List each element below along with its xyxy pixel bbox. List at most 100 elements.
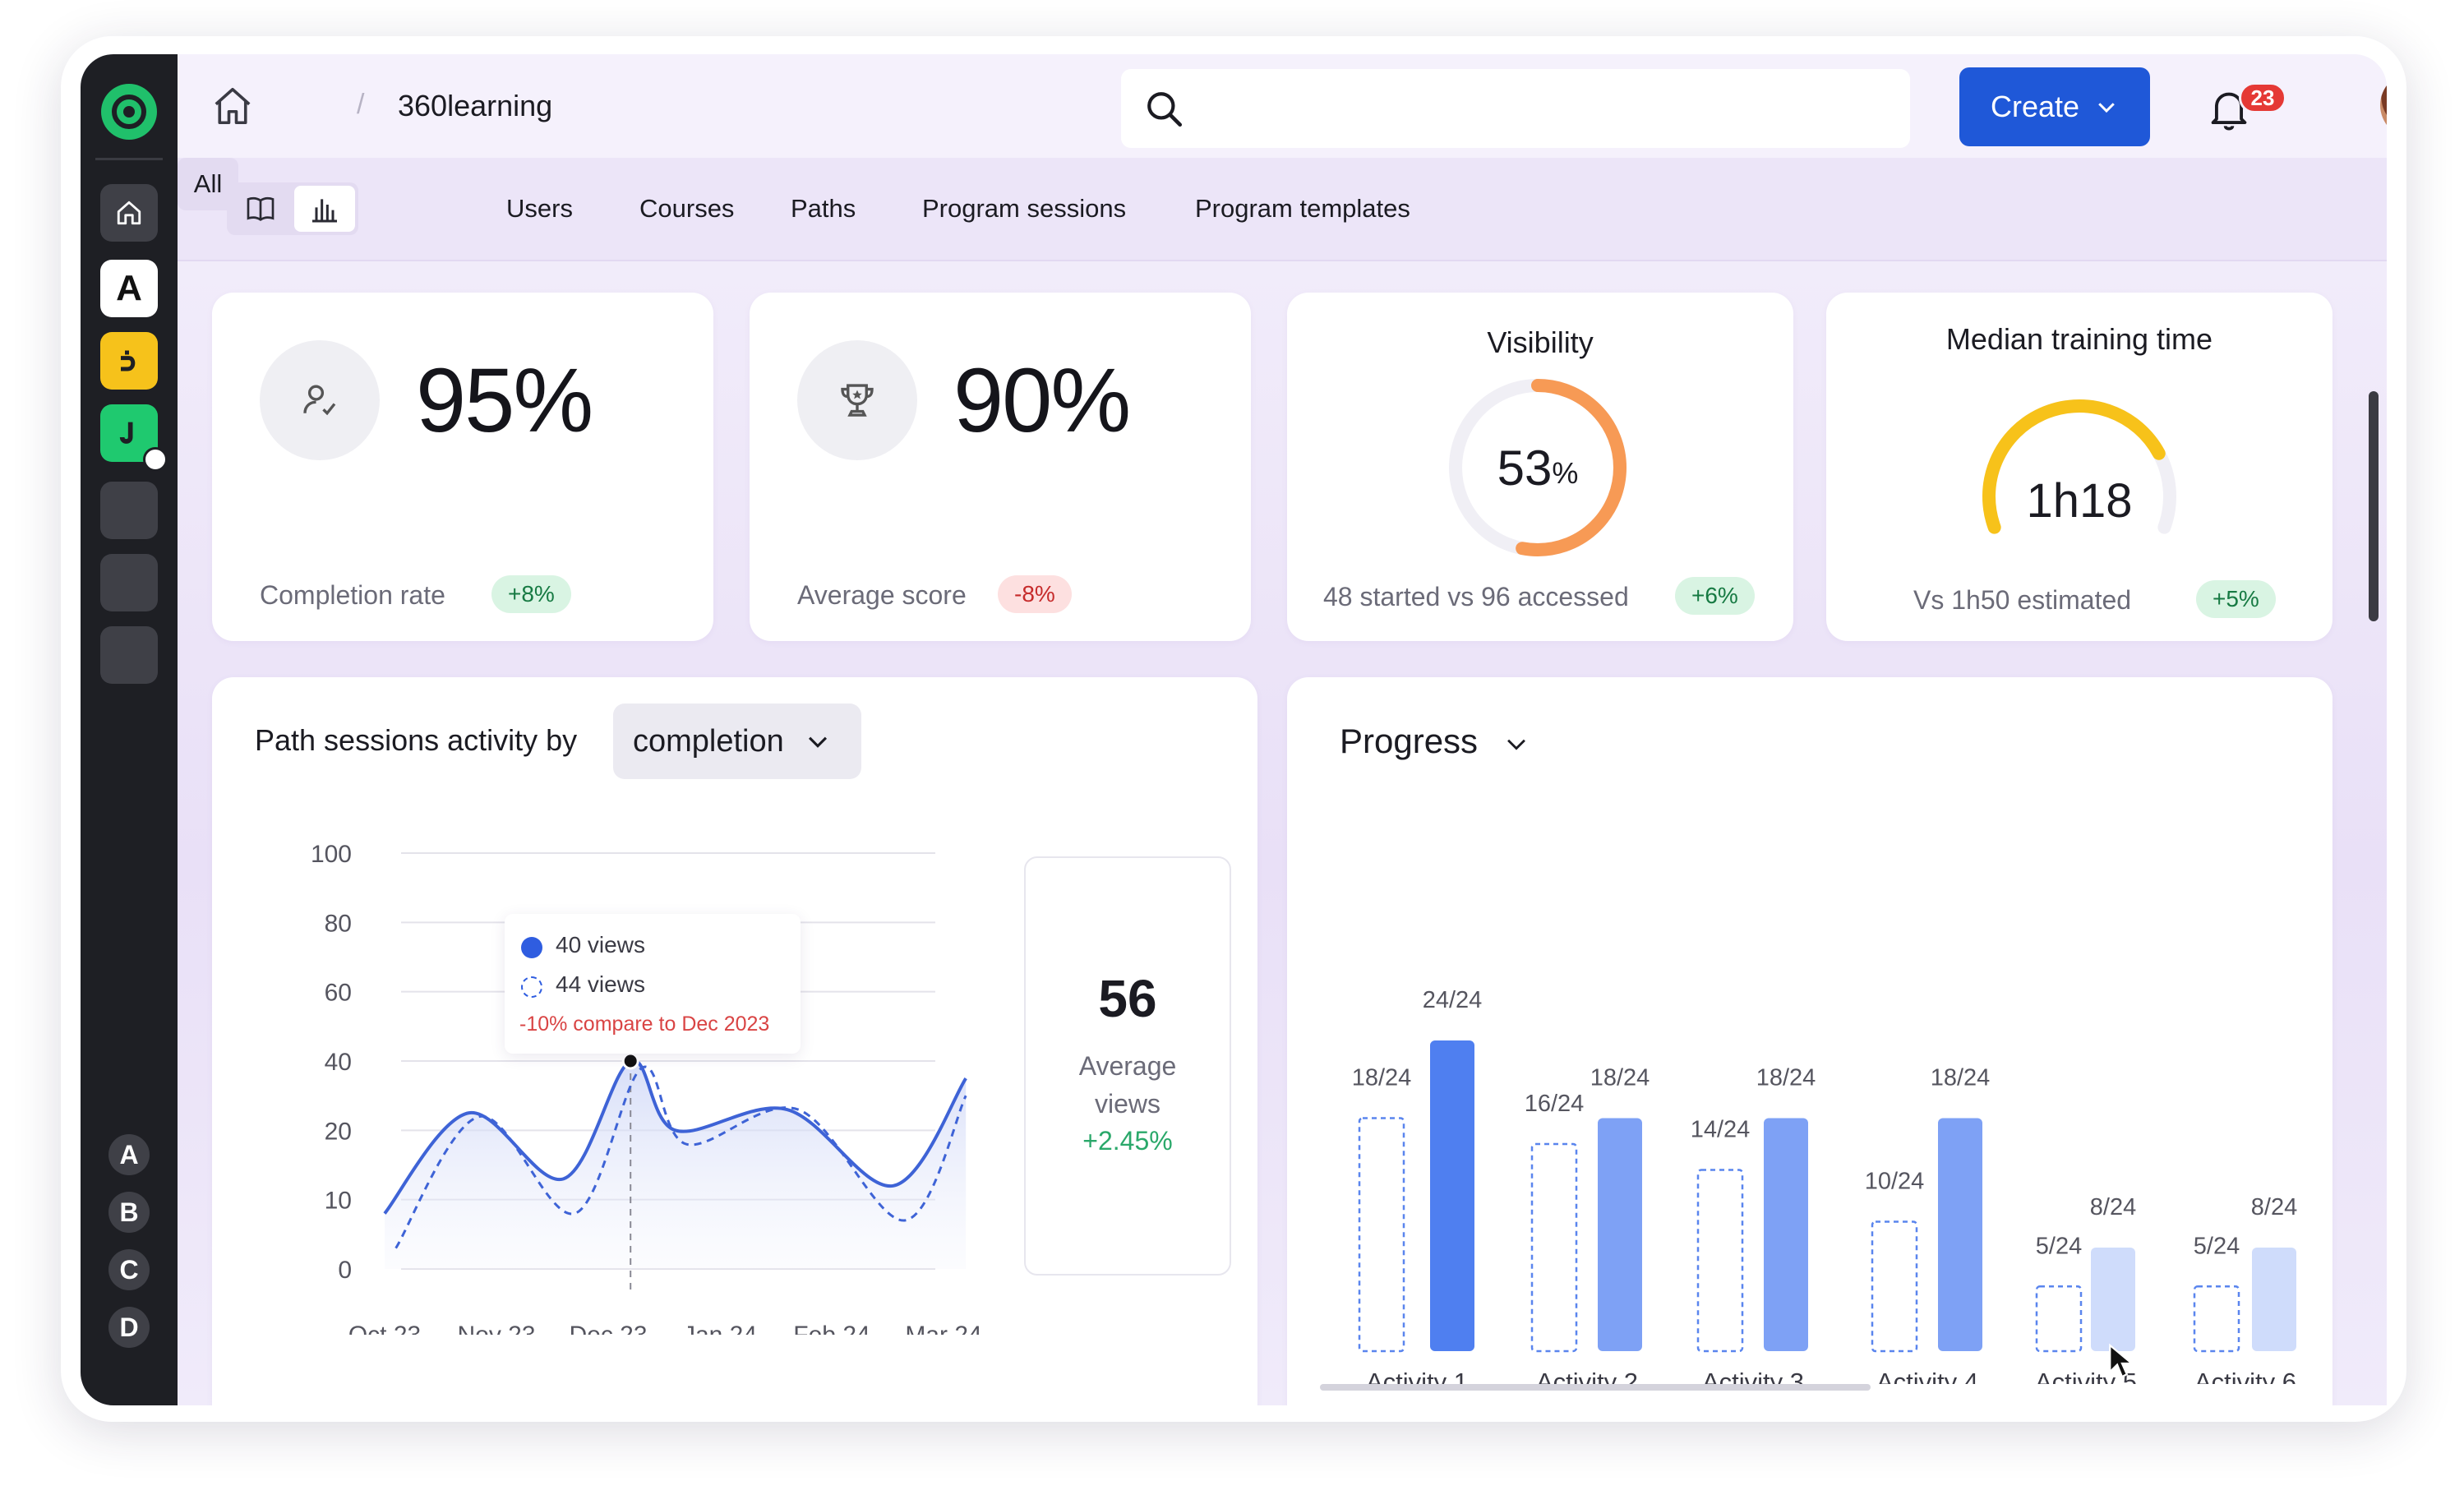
sidebar-app-placeholder[interactable] [100,554,158,611]
y-tick-label: 100 [311,841,352,868]
bar[interactable] [2091,1248,2135,1351]
chevron-down-icon [808,736,827,748]
visibility-arc [1449,379,1627,556]
chevron-down-icon [1507,739,1525,750]
trophy-icon [797,340,917,460]
metric-select[interactable]: completion [613,704,861,779]
tab-all[interactable]: All [178,158,238,210]
bar-value-label: 18/24 [1590,1065,1650,1091]
visibility-value: 53% [1443,373,1632,562]
chevron-down-icon [2098,103,2115,113]
create-button[interactable]: Create [1959,67,2150,146]
x-tick-label: Feb 24 [793,1322,870,1335]
breadcrumb-separator: / [357,89,365,120]
training-time-card: Median training time 1h18 Vs 1h50 estima… [1826,293,2332,641]
app-screen: A A B C D / 360learning Create 23 [81,54,2387,1405]
sidebar-app-placeholder[interactable] [100,626,158,684]
y-tick-label: 60 [325,980,352,1007]
sidebar-app-a[interactable]: A [100,260,158,317]
progress-title[interactable]: Progress [1340,722,1530,761]
bar[interactable] [1598,1118,1642,1352]
training-time-title: Median training time [1945,322,2213,356]
bar[interactable] [1696,1169,1744,1353]
bar[interactable] [2193,1285,2240,1353]
path-sessions-card: Path sessions activity by completion 0 10… [212,677,1257,1405]
bar[interactable] [1358,1117,1405,1353]
training-time-gauge [1982,399,2176,534]
tab-courses[interactable]: Courses [639,194,735,223]
sidebar: A A B C D [81,54,178,1405]
visibility-delta-badge: +6% [1675,577,1755,615]
x-tick-label: Jan 24 [683,1322,757,1335]
y-tick-label: 10 [325,1188,352,1215]
tab-bar: All Users Courses Paths Program sessions… [178,158,2387,261]
sidebar-space-c[interactable]: C [108,1249,150,1290]
area-fill [385,1060,967,1269]
visibility-subtitle: 48 started vs 96 accessed [1323,582,1629,611]
bar[interactable] [1430,1040,1474,1351]
tab-program-sessions[interactable]: Program sessions [922,194,1127,223]
average-label-line: views [1094,1089,1160,1119]
training-time-arc [1982,399,2166,534]
y-tick-label: 20 [325,1118,352,1145]
bar[interactable] [2252,1248,2296,1351]
avatar[interactable] [2380,72,2387,138]
home-icon [117,201,141,225]
average-views-delta: +2.45% [1082,1126,1173,1156]
activity-line-chart: 0 10 20 40 60 80 100 Oct 23 Nov 23 Dec 23 Jan 24 Fe… [311,841,982,1335]
sidebar-app-green[interactable] [100,404,168,472]
completion-delta-badge: +8% [491,575,571,613]
bar[interactable] [1938,1118,1982,1352]
sidebar-space-b[interactable]: B [108,1192,150,1233]
tab-label: All [193,169,223,198]
vertical-scrollbar[interactable] [2369,391,2379,621]
sidebar-space-d[interactable]: D [108,1307,150,1348]
bar[interactable] [1871,1220,1918,1353]
horizontal-scrollbar[interactable] [1320,1384,1871,1391]
sidebar-divider [95,158,163,160]
progress-card: Progress 18/24 24/24 Activity 1 16/24 18/24 A… [1287,677,2332,1405]
completion-rate-card: 95% Completion rate +8% [212,293,713,641]
analytics-view-button[interactable] [294,186,355,232]
bar[interactable] [1764,1118,1808,1352]
sidebar-space-a[interactable]: A [108,1134,150,1175]
bar-value-label: 14/24 [1691,1117,1751,1143]
sidebar-app-placeholder[interactable] [100,482,158,539]
category-label: Activity 3 [1702,1368,1804,1384]
average-views-value: 56 [1098,969,1157,1028]
app-logo[interactable] [101,84,157,140]
page-title[interactable]: 360learning [398,89,553,122]
chart-tooltip: 40 views 44 views -10% compare to Dec 20… [505,914,801,1054]
comparison-series-line [395,1065,967,1249]
bar-value-label: 18/24 [1931,1065,1991,1091]
tab-users[interactable]: Users [506,194,573,223]
score-delta-badge: -8% [998,575,1072,613]
app-glyph-icon [121,350,136,371]
catalog-view-button[interactable] [230,186,291,232]
category-label: Activity 1 [1366,1368,1468,1384]
visibility-unit: % [1552,456,1579,490]
clock-icon [143,447,168,472]
sidebar-home[interactable] [100,184,158,242]
series-dot-dashed [521,976,542,998]
bar-value-label: 16/24 [1525,1091,1585,1117]
top-bar: / 360learning Create 23 [178,54,2387,158]
hover-point[interactable] [621,1052,639,1070]
average-score-card: 90% Average score -8% [750,293,1251,641]
bar[interactable] [2035,1285,2083,1353]
bar-value-label: 18/24 [1352,1065,1412,1091]
bar-value-label: 8/24 [2090,1194,2136,1220]
home-icon[interactable] [210,84,255,128]
bar-value-label: 5/24 [2194,1233,2240,1259]
progress-title-label: Progress [1340,722,1479,760]
bar-value-label: 24/24 [1423,987,1483,1013]
sidebar-app-yellow[interactable] [100,332,158,390]
bar[interactable] [1530,1142,1578,1353]
tab-program-templates[interactable]: Program templates [1195,194,1410,223]
tab-paths[interactable]: Paths [791,194,856,223]
visibility-card: Visibility 53% 48 started vs 96 accessed… [1287,293,1793,641]
series-dot-solid [521,937,542,958]
visibility-gauge [1449,379,1627,556]
search-input[interactable] [1121,69,1910,148]
